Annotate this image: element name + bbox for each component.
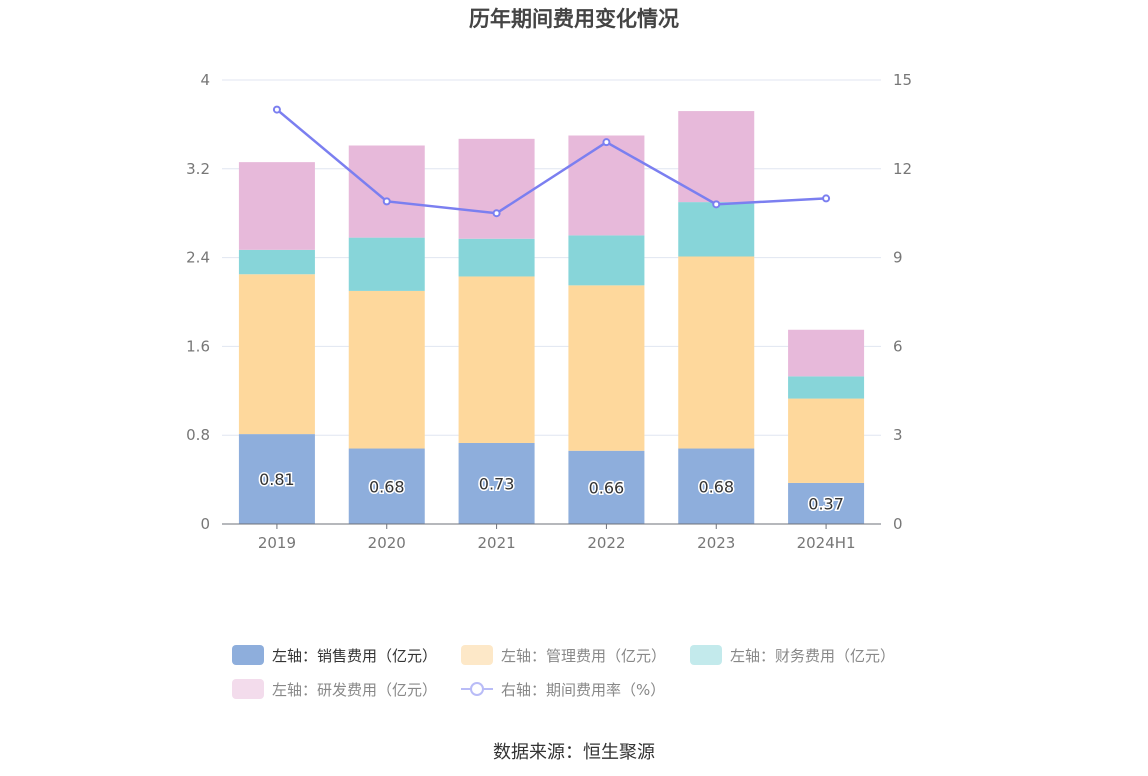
bar-segment bbox=[568, 450, 645, 524]
legend-label-finance: 左轴：财务费用（亿元） bbox=[730, 646, 896, 665]
x-tick-label: 2023 bbox=[697, 534, 735, 552]
rate-line-point bbox=[712, 200, 721, 209]
x-tick-label: 2021 bbox=[477, 534, 515, 552]
legend-row-1: 左轴：销售费用（亿元） 左轴：管理费用（亿元） 左轴：财务费用（亿元） bbox=[232, 638, 932, 672]
bar-segment bbox=[678, 202, 755, 257]
bar-segment bbox=[458, 138, 535, 239]
bar-value-label: 0.66 bbox=[589, 478, 625, 497]
bar-segment bbox=[238, 249, 315, 275]
legend-item-rate[interactable]: 右轴：期间费用率（%） bbox=[461, 679, 665, 700]
y-left-tick-label: 2.4 bbox=[186, 249, 210, 267]
rate-line-point bbox=[822, 194, 831, 203]
rate-line-point bbox=[492, 209, 501, 218]
rate-line-point bbox=[382, 197, 391, 206]
axes: 0 0.8 1.6 2.4 3.2 4 0 3 6 9 12 15 2019 2020 2021 2022 20… bbox=[186, 71, 912, 552]
legend-item-finance[interactable]: 左轴：财务费用（亿元） bbox=[690, 645, 895, 666]
bar-value-label: 0.68 bbox=[698, 477, 734, 496]
bar-segment bbox=[458, 238, 535, 277]
y-right-tick-label: 0 bbox=[893, 515, 903, 533]
rate-line-path bbox=[276, 108, 827, 215]
x-tick-label: 2019 bbox=[258, 534, 296, 552]
bar-segment bbox=[568, 235, 645, 286]
y-left-tick-label: 1.6 bbox=[186, 337, 210, 355]
legend-item-sales[interactable]: 左轴：销售费用（亿元） bbox=[232, 645, 437, 666]
bar-value-label: 0.68 bbox=[369, 477, 405, 496]
bar-segment bbox=[568, 285, 645, 451]
x-tick-label: 2020 bbox=[368, 534, 406, 552]
bar-segment bbox=[348, 237, 425, 291]
y-right-tick-label: 15 bbox=[893, 71, 912, 89]
bar-segment bbox=[788, 482, 865, 524]
y-left-tick-label: 0 bbox=[200, 515, 210, 533]
bar-segment bbox=[238, 434, 315, 524]
bar-segment bbox=[348, 145, 425, 238]
y-right-tick-label: 3 bbox=[893, 426, 903, 444]
legend-line-icon bbox=[461, 679, 494, 699]
y-right-tick-label: 6 bbox=[893, 337, 903, 355]
legend-label-admin: 左轴：管理费用（亿元） bbox=[501, 646, 667, 665]
legend-swatch-rnd bbox=[232, 679, 264, 699]
legend-swatch-admin bbox=[461, 645, 494, 665]
bar-segment bbox=[788, 398, 865, 483]
x-tick-label: 2024H1 bbox=[797, 534, 856, 552]
bar-segment bbox=[678, 256, 755, 449]
legend-swatch-finance bbox=[690, 645, 723, 665]
y-left-tick-label: 4 bbox=[200, 71, 210, 89]
y-right-tick-label: 12 bbox=[893, 160, 912, 178]
rate-line-point bbox=[272, 105, 281, 114]
bar-segment bbox=[458, 276, 535, 443]
rate-line bbox=[272, 105, 831, 218]
bar-segment bbox=[238, 162, 315, 250]
legend-item-rnd[interactable]: 左轴：研发费用（亿元） bbox=[232, 679, 437, 700]
bar-segment bbox=[788, 329, 865, 377]
chart-canvas: 历年期间费用变化情况 0.81 0.68 0.73 0.66 0.68 0.37 0 0.8… bbox=[186, 7, 912, 552]
y-left-tick-label: 3.2 bbox=[186, 160, 210, 178]
rate-line-point bbox=[602, 138, 611, 147]
legend: 左轴：销售费用（亿元） 左轴：管理费用（亿元） 左轴：财务费用（亿元） 左轴：研… bbox=[232, 638, 932, 706]
bar-segment bbox=[348, 448, 425, 524]
legend-swatch-sales bbox=[232, 645, 264, 665]
bar-segment bbox=[348, 290, 425, 449]
y-left-tick-label: 0.8 bbox=[186, 426, 210, 444]
grid-lines bbox=[222, 79, 881, 436]
legend-item-admin[interactable]: 左轴：管理费用（亿元） bbox=[461, 645, 666, 666]
source-note: 数据来源：恒生聚源 bbox=[493, 742, 655, 763]
bar-value-label: 0.81 bbox=[259, 470, 295, 489]
legend-label-rnd: 左轴：研发费用（亿元） bbox=[272, 680, 438, 699]
legend-label-sales: 左轴：销售费用（亿元） bbox=[272, 646, 438, 665]
bar-value-label: 0.73 bbox=[479, 474, 515, 493]
legend-row-2: 左轴：研发费用（亿元） 右轴：期间费用率（%） bbox=[232, 672, 932, 706]
bar-segment bbox=[458, 442, 535, 524]
bar-value-label: 0.37 bbox=[808, 494, 844, 513]
bar-segment bbox=[678, 111, 755, 203]
bar-segment bbox=[568, 135, 645, 236]
chart-title: 历年期间费用变化情况 bbox=[469, 7, 679, 31]
bar-segment bbox=[678, 448, 755, 524]
bar-segment bbox=[788, 376, 865, 399]
bar-segment bbox=[238, 274, 315, 435]
y-right-tick-label: 9 bbox=[893, 249, 903, 267]
bars: 0.81 0.68 0.73 0.66 0.68 0.37 bbox=[238, 111, 865, 524]
x-tick-label: 2022 bbox=[587, 534, 625, 552]
legend-label-rate: 右轴：期间费用率（%） bbox=[501, 680, 666, 699]
